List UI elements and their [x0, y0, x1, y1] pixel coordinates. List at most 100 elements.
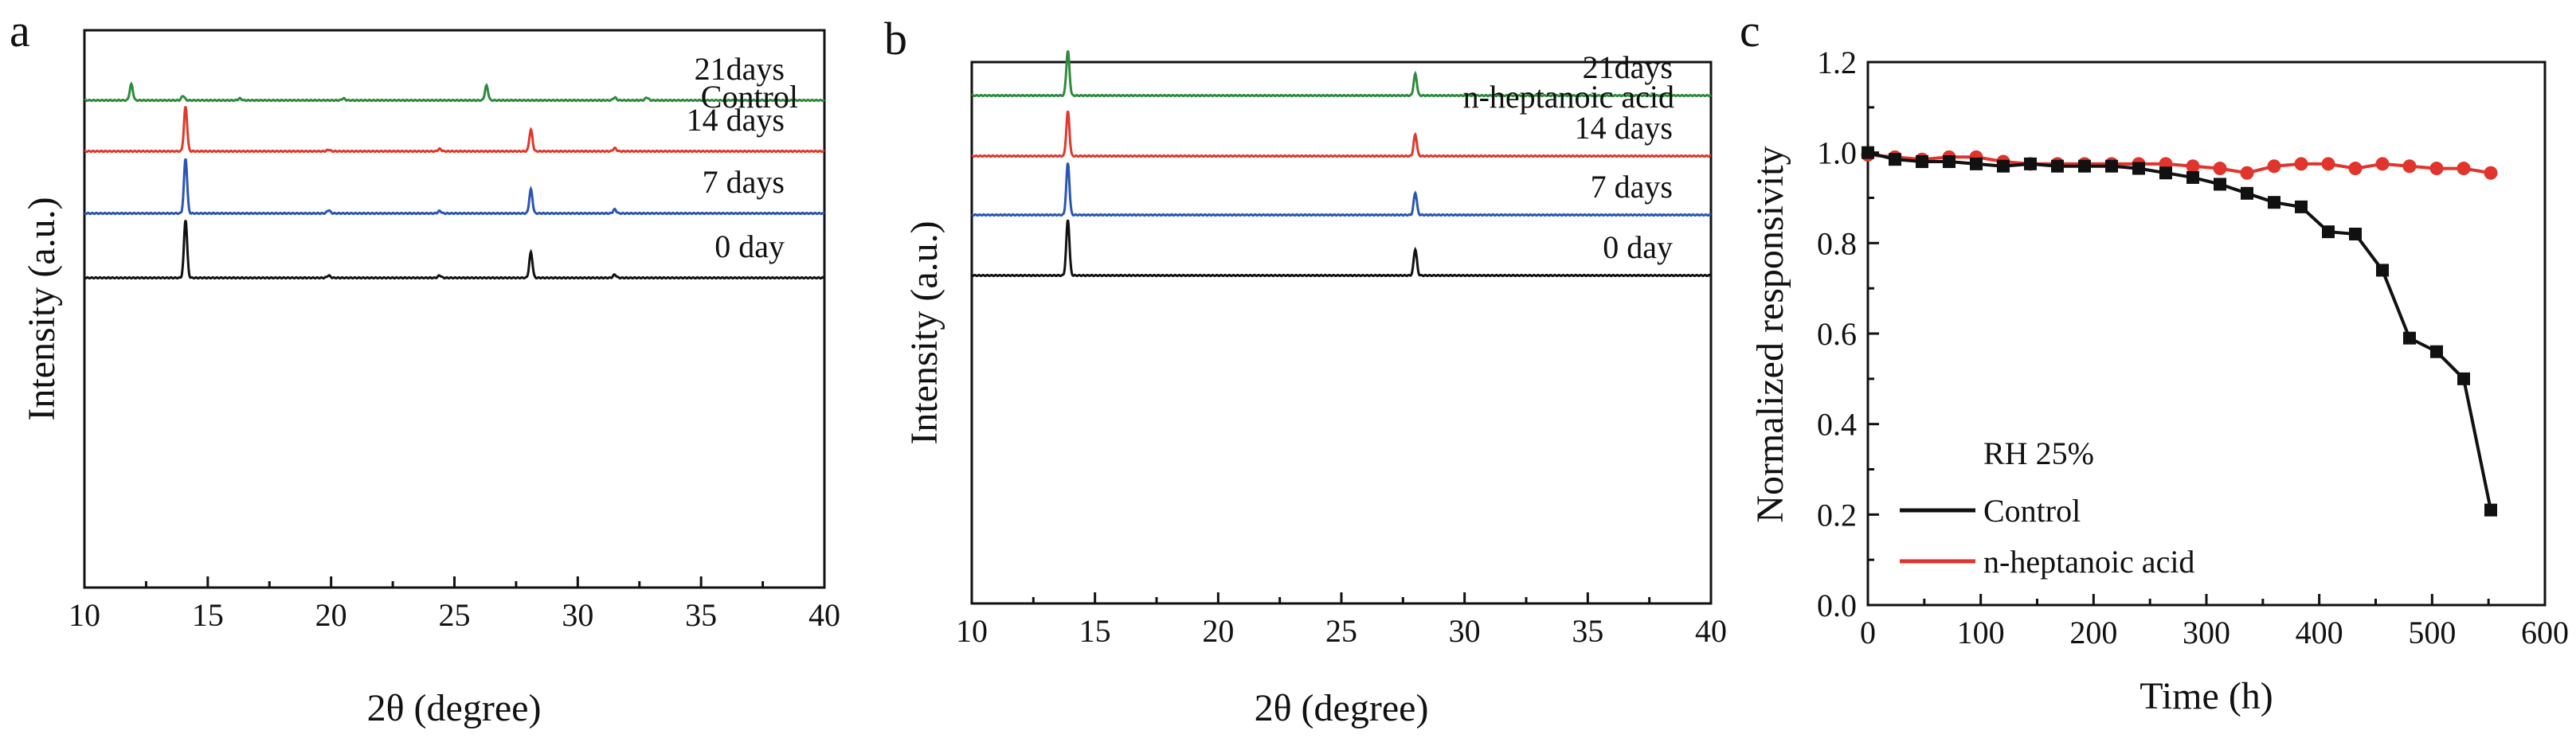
control-point — [1916, 155, 1928, 169]
x-tick-label: 40 — [1695, 613, 1727, 649]
heptanoic-point — [2186, 159, 2200, 174]
control-point — [2186, 170, 2199, 184]
heptanoic-point — [2213, 162, 2227, 176]
panel-b-x-ticks: 10 15 20 25 30 35 40 — [956, 592, 1727, 649]
y-tick-label: 0.2 — [1817, 497, 1857, 533]
control-point — [2484, 503, 2497, 517]
panel-b: b 10 15 20 25 30 35 40 21days 14 days 7 days 0 da… — [884, 13, 1727, 729]
trace-label: 14 days — [1575, 110, 1673, 146]
x-tick-label: 300 — [2183, 615, 2230, 650]
control-point — [2241, 186, 2253, 200]
x-tick-label: 40 — [808, 597, 840, 633]
y-tick-label: 1.2 — [1817, 45, 1857, 80]
x-tick-label: 10 — [956, 613, 988, 649]
trace-0-day — [84, 220, 825, 280]
control-point — [1970, 157, 1983, 170]
panel-c-legend-title: RH 25% — [1983, 435, 2094, 471]
control-point — [2051, 159, 2064, 173]
trace-14-days — [84, 106, 825, 154]
trace-label: 7 days — [703, 164, 785, 200]
panel-a-y-label: Intensity (a.u.) — [21, 197, 63, 420]
control-point — [2403, 331, 2416, 345]
heptanoic-point — [2375, 157, 2390, 171]
heptanoic-point — [2294, 157, 2308, 171]
x-tick-label: 25 — [1325, 613, 1357, 649]
panel-c-letter: c — [1740, 5, 1760, 57]
panel-a-letter: a — [10, 5, 30, 57]
control-point — [2376, 264, 2389, 277]
trace-0-day — [971, 219, 1712, 278]
control-point — [2457, 372, 2470, 385]
x-tick-label: 600 — [2521, 615, 2569, 650]
control-point — [1943, 155, 1955, 169]
control-point — [2322, 225, 2335, 239]
control-point — [2295, 200, 2308, 213]
heptanoic-point — [2429, 162, 2444, 176]
control-point — [1862, 146, 1874, 159]
panel-a-legend-title: Control — [701, 79, 798, 115]
panel-b-trace-labels: 21days 14 days 7 days 0 day — [1575, 49, 1673, 265]
x-tick-label: 15 — [192, 597, 224, 633]
trace-label: 0 day — [1603, 229, 1673, 265]
trace-14-days — [971, 111, 1712, 158]
x-tick-label: 400 — [2296, 615, 2343, 650]
panel-c-y-label: Normalized responsivity — [1749, 146, 1791, 522]
trace-label: 21days — [695, 51, 785, 87]
control-point — [2268, 196, 2280, 209]
trace-7-days — [971, 162, 1712, 217]
y-tick-label: 1.0 — [1817, 135, 1857, 171]
x-tick-label: 20 — [315, 597, 347, 633]
control-point — [2078, 159, 2091, 173]
x-tick-label: 35 — [1572, 613, 1603, 649]
heptanoic-point — [2348, 162, 2363, 176]
panel-c-x-ticks: 0 100 200 300 400 500 600 — [1860, 594, 2569, 650]
panel-a-trace-labels: 21days 14 days 7 days 0 day — [687, 51, 785, 264]
x-tick-label: 30 — [1449, 613, 1481, 649]
x-tick-label: 200 — [2069, 615, 2117, 650]
panel-b-legend-title: n-heptanoic acid — [1463, 79, 1674, 115]
panel-c-legend: RH 25% Control n-heptanoic acid — [1900, 435, 2194, 580]
panel-c-series — [1861, 146, 2498, 517]
x-tick-label: 100 — [1957, 615, 2005, 650]
trace-label: 0 day — [714, 228, 785, 264]
y-tick-label: 0.6 — [1817, 316, 1857, 352]
x-tick-label: 15 — [1079, 613, 1111, 649]
legend-heptanoic-label: n-heptanoic acid — [1983, 544, 2194, 580]
x-tick-label: 25 — [439, 597, 471, 633]
panel-a-traces — [84, 81, 825, 280]
heptanoic-point — [2267, 159, 2281, 174]
panel-c-y-ticks: 0.0 0.2 0.4 0.6 0.8 1.0 1.2 — [1817, 45, 1879, 623]
panel-b-traces — [971, 50, 1712, 278]
heptanoic-point — [2402, 159, 2417, 174]
panel-a: a 10 15 20 25 30 35 40 21days 14 days 7 days 0 da… — [10, 5, 840, 729]
panel-c: c 0 100 200 300 400 500 600 0.0 0.2 0.4 0.6 0.8 1.0… — [1740, 5, 2569, 717]
control-point — [2349, 227, 2362, 240]
control-point — [2159, 166, 2172, 180]
x-tick-label: 0 — [1860, 615, 1876, 650]
control-point — [2105, 159, 2118, 173]
heptanoic-point — [2457, 162, 2471, 176]
panel-a-x-ticks: 10 15 20 25 30 35 40 — [69, 576, 840, 633]
y-tick-label: 0.0 — [1817, 588, 1857, 623]
x-tick-label: 10 — [69, 597, 100, 633]
y-tick-label: 0.4 — [1817, 407, 1857, 443]
y-tick-label: 0.8 — [1817, 225, 1857, 261]
control-point — [2430, 345, 2443, 358]
x-tick-label: 20 — [1202, 613, 1234, 649]
x-tick-label: 35 — [685, 597, 717, 633]
trace-21days — [84, 81, 825, 103]
trace-label: 21days — [1583, 49, 1673, 85]
x-tick-label: 30 — [562, 597, 593, 633]
trace-label: 7 days — [1591, 169, 1673, 205]
control-point — [2024, 157, 2037, 170]
trace-7-days — [84, 158, 825, 216]
control-point — [1997, 159, 2010, 173]
legend-control-label: Control — [1983, 493, 2081, 529]
series-line-control — [1867, 150, 2492, 511]
control-point — [1889, 153, 1901, 166]
control-point — [2214, 178, 2226, 191]
x-tick-label: 500 — [2408, 615, 2456, 650]
heptanoic-point — [2321, 157, 2335, 171]
trace-21days — [971, 50, 1712, 98]
